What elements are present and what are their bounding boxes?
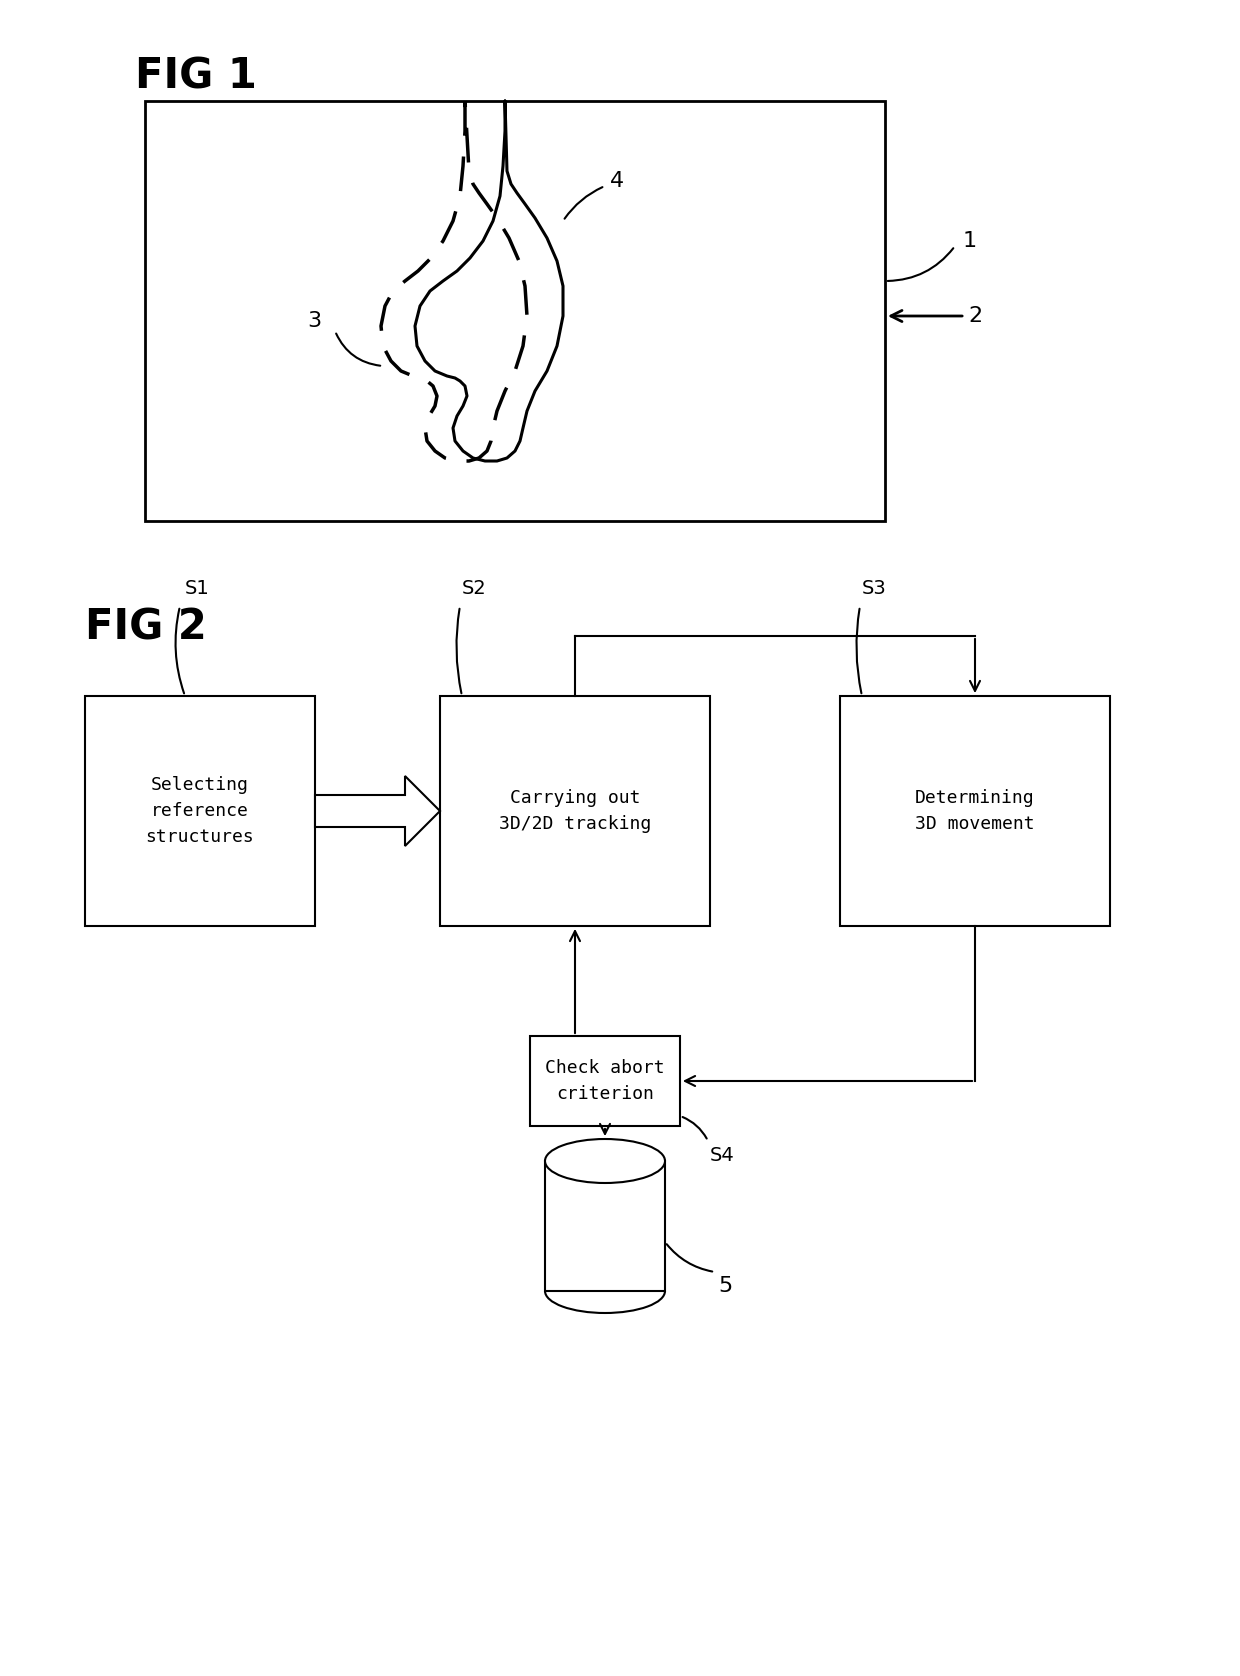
Bar <box>546 1161 665 1291</box>
Text: Determining
3D movement: Determining 3D movement <box>915 789 1035 833</box>
Bar <box>839 696 1110 927</box>
Text: 3: 3 <box>308 312 321 330</box>
Text: 1: 1 <box>963 231 977 251</box>
Bar <box>145 101 885 521</box>
Bar <box>529 1036 680 1126</box>
Text: FIG 1: FIG 1 <box>135 55 257 97</box>
Text: Selecting
reference
structures: Selecting reference structures <box>145 776 254 846</box>
Polygon shape <box>315 776 440 846</box>
Text: Check abort
criterion: Check abort criterion <box>546 1059 665 1103</box>
Ellipse shape <box>546 1140 665 1183</box>
Text: S1: S1 <box>185 578 210 598</box>
Text: 4: 4 <box>610 171 624 191</box>
Text: Carrying out
3D/2D tracking: Carrying out 3D/2D tracking <box>498 789 651 833</box>
Text: S4: S4 <box>711 1146 735 1165</box>
Text: S3: S3 <box>862 578 887 598</box>
Bar <box>86 696 315 927</box>
Text: 2: 2 <box>968 307 982 327</box>
Text: FIG 2: FIG 2 <box>86 607 207 649</box>
Bar <box>440 696 711 927</box>
Text: S2: S2 <box>463 578 487 598</box>
Text: 5: 5 <box>718 1275 733 1296</box>
